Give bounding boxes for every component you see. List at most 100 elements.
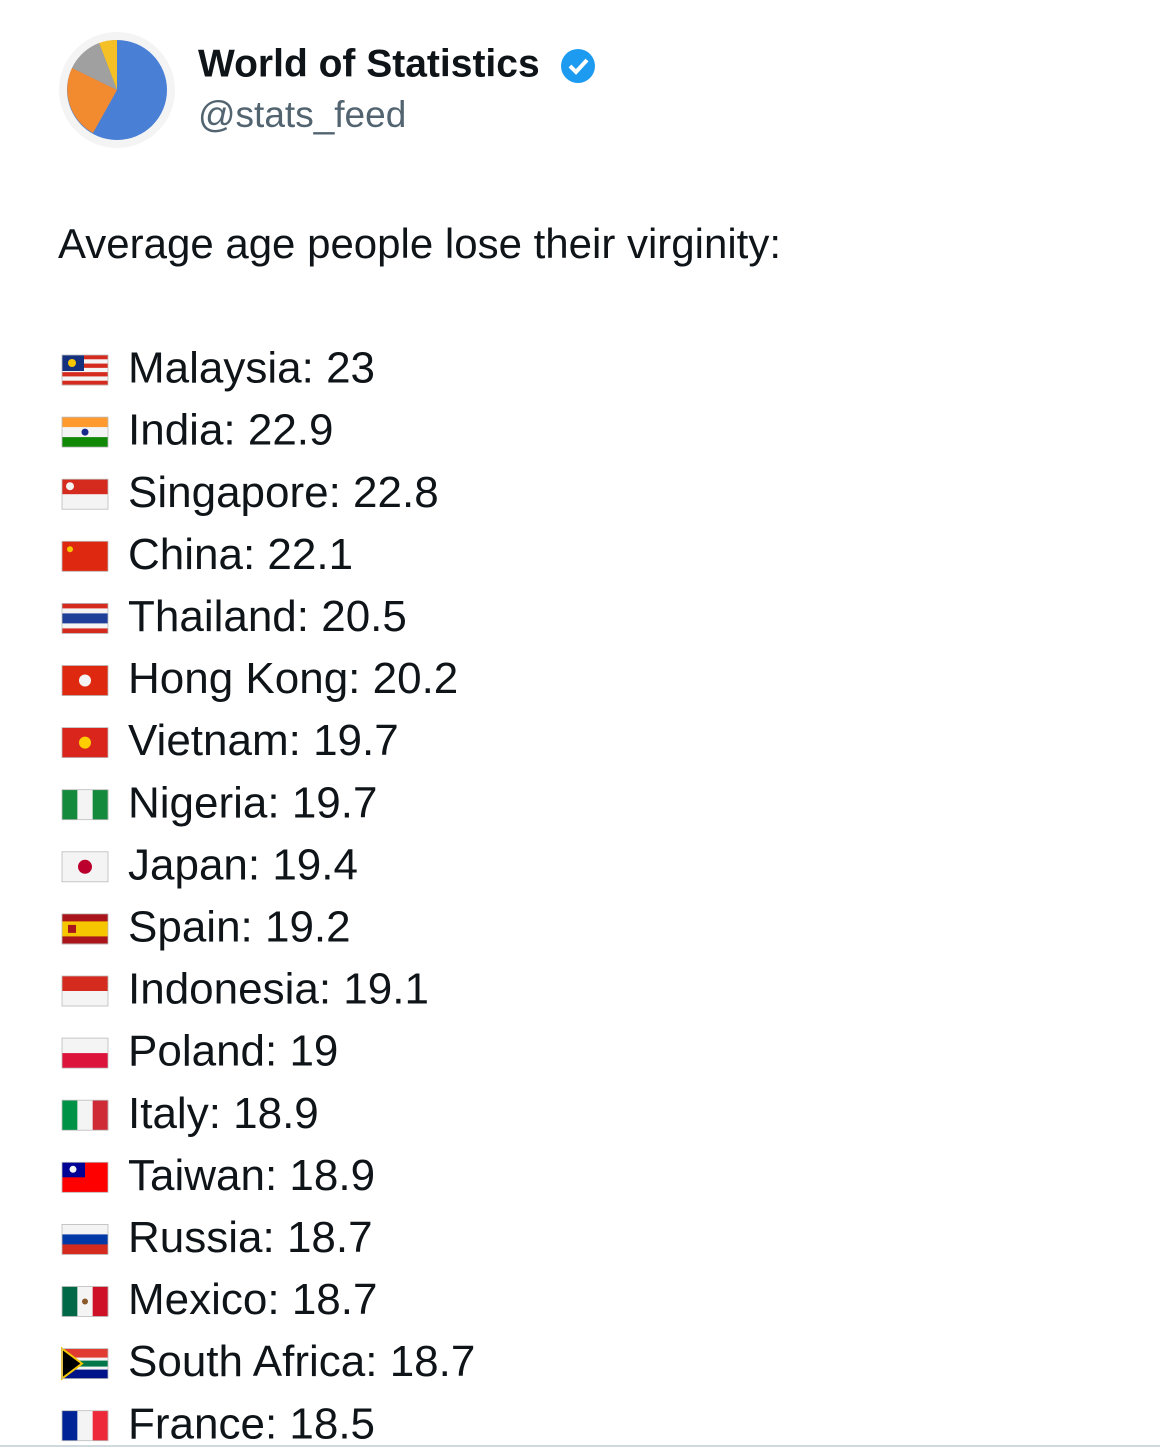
flag-stripe xyxy=(62,603,108,609)
list-item: Japan: 19.4 xyxy=(128,840,358,889)
handle[interactable]: @stats_feed xyxy=(198,94,406,135)
flag-stripe xyxy=(62,789,78,820)
list-item: Mexico: 18.7 xyxy=(128,1275,377,1324)
flag xyxy=(61,851,109,883)
display-name[interactable]: World of Statistics xyxy=(198,42,540,85)
flag-detail xyxy=(68,359,76,367)
flag-stripe xyxy=(62,541,108,572)
flag-stripe xyxy=(62,1357,108,1361)
list-item: Vietnam: 19.7 xyxy=(128,716,399,765)
flag-border xyxy=(61,1348,109,1379)
flag-stripe xyxy=(92,1410,109,1441)
list-item: Indonesia: 19.1 xyxy=(128,965,429,1014)
flag-border xyxy=(61,1224,109,1255)
flag xyxy=(61,478,109,510)
list-item: Malaysia: 23 xyxy=(128,344,375,393)
flag-stripe xyxy=(62,376,108,382)
flag-stripe xyxy=(62,417,108,428)
list-item: South Africa: 18.7 xyxy=(128,1337,475,1386)
flag-stripe xyxy=(62,913,108,922)
flag-stripe xyxy=(62,1244,108,1255)
flag-border xyxy=(61,478,109,510)
avatar[interactable] xyxy=(59,32,175,148)
flag xyxy=(61,913,109,945)
flag-stripe xyxy=(62,1286,78,1317)
flag-stripe xyxy=(77,1410,93,1441)
flag-border xyxy=(61,1286,109,1317)
list-item: Nigeria: 19.7 xyxy=(128,778,377,827)
list-item: Russia: 18.7 xyxy=(128,1213,373,1262)
flag xyxy=(61,540,109,572)
flag-stripe xyxy=(92,789,109,820)
flag-stripe xyxy=(62,367,108,373)
flag-border xyxy=(61,727,109,758)
flag-detail xyxy=(82,1298,88,1305)
flag xyxy=(61,416,109,448)
flag-detail xyxy=(79,674,91,687)
flag-border xyxy=(61,416,109,448)
list: Malaysia: 23 India: 22.9 Singapore: 22.8 Ch… xyxy=(61,344,475,1448)
flag-stripe xyxy=(62,1369,108,1379)
flag-stripe xyxy=(62,1038,108,1054)
flag-border xyxy=(61,603,109,634)
flag-stripe xyxy=(62,494,108,510)
flag xyxy=(61,603,109,634)
flag xyxy=(61,1037,109,1069)
flag-stripe xyxy=(62,613,108,624)
flag-stripe xyxy=(62,976,108,992)
flag-stripe xyxy=(62,380,108,386)
flag-detail xyxy=(78,859,92,874)
flag-detail xyxy=(67,546,73,553)
flag-border xyxy=(61,1037,109,1069)
flag-border xyxy=(61,789,109,821)
flag xyxy=(61,1224,109,1255)
flag-stripe xyxy=(77,789,93,820)
flag-stripe xyxy=(77,1100,93,1131)
flag-stripe xyxy=(62,437,108,448)
flag-stripe xyxy=(62,1410,78,1441)
flag-border xyxy=(61,665,109,696)
list-item: Singapore: 22.8 xyxy=(128,468,439,517)
list-item: India: 22.9 xyxy=(128,406,334,455)
flag-stripe xyxy=(62,1224,108,1235)
flag xyxy=(61,665,109,696)
flag-stripe xyxy=(62,372,108,377)
flag-stripe xyxy=(62,359,108,364)
flag-stripe xyxy=(92,1286,109,1317)
flag-stripe xyxy=(62,623,108,629)
flag-detail xyxy=(81,428,89,436)
flag-stripe xyxy=(62,1234,108,1245)
flag-stripe xyxy=(92,1100,109,1131)
flag-stripe xyxy=(62,608,108,614)
flag-border xyxy=(61,540,109,572)
flag-stripe xyxy=(62,1366,108,1370)
flag-stripe xyxy=(62,1100,78,1131)
flag-stripe xyxy=(62,355,108,360)
flag-stripe xyxy=(62,363,108,369)
flag-border xyxy=(61,1161,109,1193)
flag-border xyxy=(61,1410,109,1442)
list-item: Spain: 19.2 xyxy=(128,903,351,952)
flag xyxy=(61,1099,109,1131)
flag-border xyxy=(61,354,109,386)
flag-stripe xyxy=(62,1053,108,1069)
flag xyxy=(61,727,109,758)
flag-stripe xyxy=(62,991,108,1007)
flag xyxy=(61,1410,109,1442)
flag-detail xyxy=(66,482,74,491)
flag-detail xyxy=(79,736,91,749)
flag-stripe xyxy=(62,1348,108,1358)
list-item: Taiwan: 18.9 xyxy=(128,1151,375,1200)
post-text: Average age people lose their virginity: xyxy=(58,220,781,267)
list-item: China: 22.1 xyxy=(128,530,353,579)
flag xyxy=(61,354,109,386)
flag-detail xyxy=(68,924,76,933)
flag-detail xyxy=(69,1165,77,1173)
flag xyxy=(61,789,109,821)
flag-stripe xyxy=(62,936,108,945)
list-item: Poland: 19 xyxy=(128,1027,338,1076)
flag-border xyxy=(61,913,109,945)
flag-border xyxy=(61,1099,109,1131)
